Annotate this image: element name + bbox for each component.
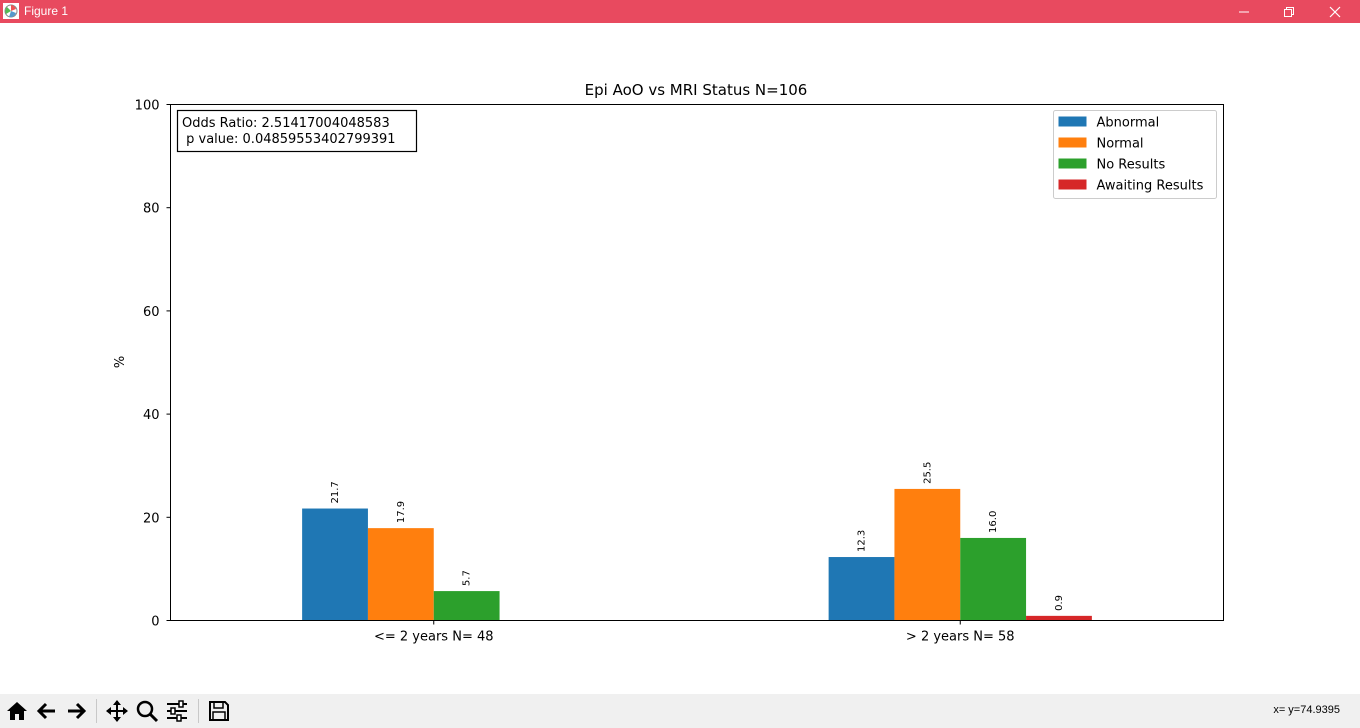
- matplotlib-app-icon: [3, 3, 19, 19]
- figure-canvas[interactable]: Epi AoO vs MRI Status N=106 % 21.7 17.9 5.…: [0, 23, 1360, 694]
- legend-label: Awaiting Results: [1097, 179, 1204, 194]
- back-button[interactable]: [33, 697, 61, 725]
- bar-no-results-2: [960, 538, 1026, 621]
- restore-icon: [1283, 6, 1295, 18]
- bar-value-label: 0.9: [1054, 595, 1065, 611]
- bar-value-label: 21.7: [330, 481, 341, 503]
- legend-swatch-abnormal: [1059, 117, 1087, 127]
- legend-swatch-awaiting-results: [1059, 180, 1087, 190]
- zoom-button[interactable]: [133, 697, 161, 725]
- legend: Abnormal Normal No Results Awaiting Results: [1054, 111, 1217, 199]
- home-icon: [5, 699, 29, 723]
- y-tick-label: 100: [135, 99, 160, 114]
- close-button[interactable]: [1312, 0, 1358, 23]
- bar-value-label: 16.0: [988, 511, 999, 533]
- forward-arrow-icon: [64, 699, 88, 723]
- y-tick-label: 0: [151, 615, 159, 630]
- zoom-icon: [135, 699, 159, 723]
- home-button[interactable]: [3, 697, 31, 725]
- bar-value-label: 5.7: [462, 570, 473, 586]
- bar-normal-2: [894, 489, 960, 621]
- bar-abnormal-1: [302, 509, 368, 621]
- y-tick-label: 40: [143, 408, 160, 423]
- chart-title: Epi AoO vs MRI Status N=106: [585, 81, 808, 99]
- bar-normal-1: [368, 528, 434, 620]
- legend-swatch-no-results: [1059, 159, 1087, 169]
- bar-abnormal-2: [829, 557, 895, 620]
- window-title: Figure 1: [24, 4, 68, 18]
- bar-value-label: 25.5: [922, 462, 933, 484]
- y-tick-label: 80: [143, 202, 160, 217]
- legend-label: Abnormal: [1097, 116, 1160, 131]
- p-value-text: p value: 0.04859553402799391: [182, 132, 396, 147]
- save-button[interactable]: [205, 697, 233, 725]
- minimize-button[interactable]: [1221, 0, 1267, 23]
- close-icon: [1329, 6, 1341, 18]
- legend-label: Normal: [1097, 137, 1144, 152]
- navigation-toolbar: x= y=74.9395: [0, 694, 1360, 728]
- save-icon: [207, 699, 231, 723]
- legend-swatch-normal: [1059, 138, 1087, 148]
- toolbar-separator: [96, 699, 97, 723]
- bar-value-label: 12.3: [857, 530, 868, 552]
- restore-button[interactable]: [1266, 0, 1312, 23]
- toolbar-separator: [198, 699, 199, 723]
- minimize-icon: [1238, 6, 1250, 18]
- window-titlebar: Figure 1: [0, 0, 1360, 23]
- bar-chart: Epi AoO vs MRI Status N=106 % 21.7 17.9 5.…: [0, 23, 1360, 694]
- bar-awaiting-results-2: [1026, 616, 1092, 621]
- annotation-box: Odds Ratio: 2.51417004048583 p value: 0.…: [178, 111, 417, 152]
- y-axis-label: %: [113, 356, 128, 368]
- bar-value-label: 17.9: [396, 501, 407, 523]
- bar-no-results-1: [434, 591, 500, 620]
- cursor-coordinates: x= y=74.9395: [1273, 704, 1340, 716]
- x-tick-label: <= 2 years N= 48: [374, 630, 494, 645]
- pan-icon: [105, 699, 129, 723]
- forward-button[interactable]: [62, 697, 90, 725]
- pan-button[interactable]: [103, 697, 131, 725]
- odds-ratio-text: Odds Ratio: 2.51417004048583: [182, 116, 390, 131]
- y-tick-label: 20: [143, 511, 160, 526]
- x-tick-label: > 2 years N= 58: [906, 630, 1015, 645]
- configure-subplots-button[interactable]: [163, 697, 191, 725]
- back-arrow-icon: [35, 699, 59, 723]
- configure-subplots-icon: [165, 699, 189, 723]
- legend-label: No Results: [1097, 158, 1166, 173]
- y-tick-label: 60: [143, 305, 160, 320]
